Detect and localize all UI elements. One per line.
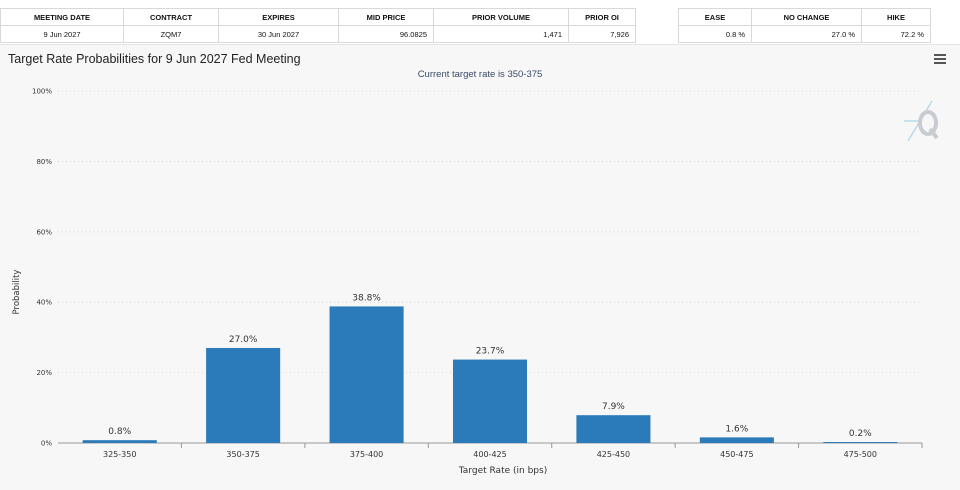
y-tick-label: 100%: [32, 88, 52, 96]
x-tick-label: 325-350: [103, 450, 136, 459]
hamburger-menu-icon[interactable]: [934, 54, 946, 64]
bar: [576, 415, 651, 443]
x-tick-label: 475-500: [844, 450, 877, 459]
header-prior-oi: PRIOR OI: [568, 8, 636, 26]
data-label: 23.7%: [476, 347, 505, 357]
y-tick-label: 0%: [41, 440, 52, 448]
data-label: 0.8%: [108, 427, 131, 437]
y-axis-title: Probability: [12, 270, 22, 315]
data-label: 38.8%: [352, 293, 381, 303]
value-ease: 0.8 %: [678, 25, 752, 43]
header-contract: CONTRACT: [123, 8, 219, 26]
x-tick-label: 375-400: [350, 450, 383, 459]
contract-header-row: MEETING DATE CONTRACT EXPIRES MID PRICE …: [0, 8, 636, 26]
y-tick-label: 80%: [36, 158, 52, 166]
y-tick-label: 20%: [36, 369, 52, 377]
bar: [699, 437, 774, 443]
bar: [823, 442, 898, 443]
header-meeting-date: MEETING DATE: [0, 8, 124, 26]
contract-info-table: MEETING DATE CONTRACT EXPIRES MID PRICE …: [0, 8, 636, 43]
value-contract: ZQM7: [123, 25, 219, 43]
x-tick-label: 425-450: [597, 450, 630, 459]
value-prior-volume: 1,471: [433, 25, 569, 43]
bar: [329, 306, 404, 443]
value-meeting-date: 9 Jun 2027: [0, 25, 124, 43]
contract-value-row: 9 Jun 2027 ZQM7 30 Jun 2027 96.0825 1,47…: [0, 25, 636, 43]
header-hike: HIKE: [861, 8, 931, 26]
prob-header-row: EASE NO CHANGE HIKE: [678, 8, 931, 26]
value-prior-oi: 7,926: [568, 25, 636, 43]
data-label: 0.2%: [849, 429, 872, 439]
probability-summary-table: EASE NO CHANGE HIKE 0.8 % 27.0 % 72.2 %: [678, 8, 931, 43]
header-no-change: NO CHANGE: [751, 8, 862, 26]
bar: [206, 347, 281, 443]
data-label: 1.6%: [725, 424, 748, 434]
value-mid-price: 96.0825: [338, 25, 434, 43]
x-axis-title: Target Rate (in bps): [458, 466, 547, 476]
data-label: 7.9%: [602, 402, 625, 412]
x-tick-label: 350-375: [226, 450, 259, 459]
x-tick-label: 400-425: [473, 450, 506, 459]
probability-bar-chart: 0% 20% 40% 60% 80% 100% 0.8% 325-350 27.0% 350-37…: [12, 88, 923, 476]
header-ease: EASE: [678, 8, 752, 26]
chart-subtitle: Current target rate is 350-375: [417, 69, 543, 80]
y-tick-label: 40%: [36, 299, 52, 307]
value-hike: 72.2 %: [861, 25, 931, 43]
value-no-change: 27.0 %: [751, 25, 862, 43]
chart-title: Target Rate Probabilities for 9 Jun 2027…: [8, 52, 301, 66]
bar: [82, 440, 157, 443]
header-mid-price: MID PRICE: [338, 8, 434, 26]
header-expires: EXPIRES: [218, 8, 339, 26]
value-expires: 30 Jun 2027: [218, 25, 339, 43]
y-tick-label: 60%: [36, 228, 52, 236]
x-tick-label: 450-475: [720, 450, 753, 459]
bar: [452, 359, 528, 443]
data-label: 27.0%: [229, 335, 258, 345]
q-logo-icon: [904, 100, 939, 142]
chart-panel: 0% 20% 40% 60% 80% 100% 0.8% 325-350 27.0% 350-37…: [0, 44, 960, 490]
header-prior-volume: PRIOR VOLUME: [433, 8, 569, 26]
prob-value-row: 0.8 % 27.0 % 72.2 %: [678, 25, 931, 43]
